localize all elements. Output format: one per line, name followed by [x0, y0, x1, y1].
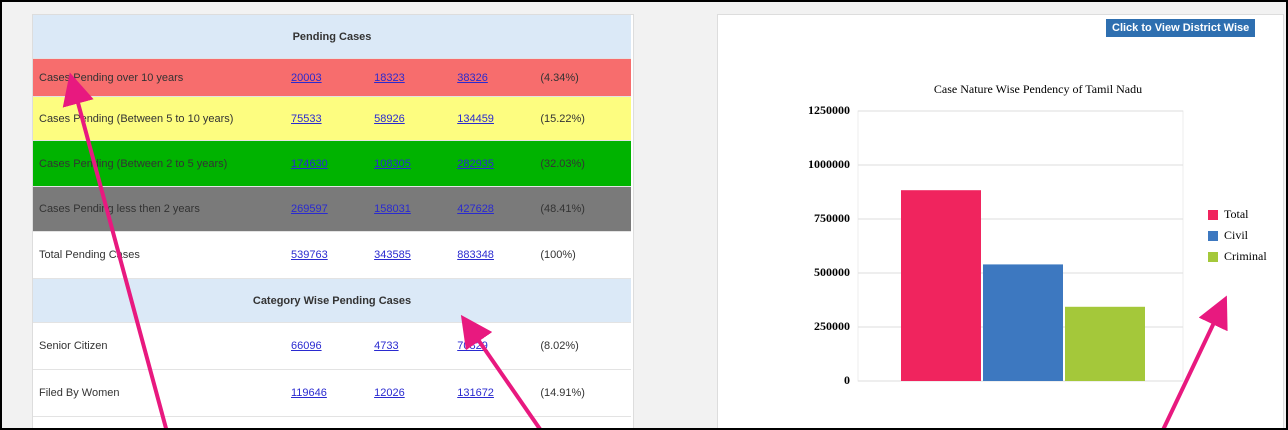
- district-button[interactable]: Click to View District Wise: [1106, 19, 1256, 37]
- count-link[interactable]: 20003: [291, 71, 322, 84]
- percent: (100%): [534, 231, 631, 279]
- row-label: Senior Citizen: [33, 322, 285, 370]
- percent: (4.34%): [534, 58, 631, 97]
- cell: 66096: [285, 322, 369, 370]
- count-link[interactable]: 38326: [457, 71, 488, 84]
- cell: 12026: [368, 369, 452, 417]
- count-link[interactable]: 343585: [374, 249, 411, 261]
- count-link[interactable]: 18323: [374, 71, 405, 84]
- legend-swatch: [1208, 252, 1218, 262]
- count-link[interactable]: 158031: [374, 203, 411, 215]
- cell: 75533: [285, 96, 369, 141]
- count-link[interactable]: 539763: [291, 249, 328, 261]
- cell: 58926: [368, 96, 452, 141]
- table-row: Total Pending Cases 539763 343585 883348 (10…: [33, 231, 631, 279]
- section-title: Pending Cases: [33, 15, 631, 59]
- cell: 269597: [285, 186, 369, 232]
- count-link[interactable]: 134459: [457, 112, 494, 125]
- count-link[interactable]: 4733: [374, 340, 399, 352]
- cell: 18323: [368, 58, 452, 97]
- percent: (8.02%): [534, 322, 631, 370]
- header-row: Pending Cases: [33, 15, 631, 59]
- count-link[interactable]: 108305: [374, 157, 411, 170]
- cell: 343585: [368, 231, 452, 279]
- count-link[interactable]: 883348: [457, 249, 494, 261]
- arrow: [1161, 295, 1228, 428]
- legend-label: Civil: [1224, 228, 1249, 242]
- chart: Case Nature Wise Pendency of Tamil Nadu …: [808, 82, 1267, 387]
- table-row: Cases Pending less then 2 years 269597 158…: [33, 186, 631, 232]
- cell: 174630: [285, 140, 369, 187]
- count-link[interactable]: 119646: [291, 387, 327, 399]
- count-link[interactable]: 269597: [291, 203, 328, 215]
- cell: 38326: [451, 58, 535, 97]
- count-link[interactable]: 66096: [291, 340, 322, 352]
- count-link[interactable]: 75533: [291, 112, 322, 125]
- table-row: Cases Pending (Between 2 to 5 years) 1746…: [33, 140, 631, 187]
- legend-label: Criminal: [1224, 249, 1267, 263]
- cell: 427628: [451, 186, 535, 232]
- count-link[interactable]: 58926: [374, 112, 405, 125]
- y-tick-label: 1250000: [808, 103, 850, 117]
- cell: 883348: [451, 231, 535, 279]
- cell: 108305: [368, 140, 452, 187]
- cell: 131672: [451, 369, 535, 417]
- bar: [901, 190, 981, 381]
- percent: (32.03%): [534, 140, 631, 187]
- cell: 158031: [368, 186, 452, 232]
- count-link[interactable]: 131672: [457, 387, 494, 399]
- legend-swatch: [1208, 231, 1218, 241]
- percent: (15.22%): [534, 96, 631, 141]
- bar: [1065, 306, 1145, 381]
- percent: (48.41%): [534, 186, 631, 232]
- count-link[interactable]: 174630: [291, 157, 328, 170]
- cell: 4733: [368, 322, 452, 370]
- y-tick-label: 750000: [814, 211, 850, 225]
- chart-panel: Case Nature Wise Pendency of Tamil Nadu …: [717, 14, 1284, 428]
- cell: 119646: [285, 369, 369, 417]
- row-label: Cases Pending less then 2 years: [33, 186, 285, 232]
- percent: (14.91%): [534, 369, 631, 417]
- y-tick-label: 0: [844, 373, 850, 387]
- count-link[interactable]: 427628: [457, 203, 494, 215]
- arrow: [62, 72, 168, 428]
- y-tick-label: 250000: [814, 319, 850, 333]
- chart-title: Case Nature Wise Pendency of Tamil Nadu: [934, 82, 1142, 96]
- row-label: Total Pending Cases: [33, 231, 285, 279]
- cell: 282935: [451, 140, 535, 187]
- bar: [983, 264, 1063, 381]
- count-link[interactable]: 282935: [457, 157, 494, 170]
- cell: 134459: [451, 96, 535, 141]
- y-tick-label: 1000000: [808, 157, 850, 171]
- row-label: Filed By Women: [33, 369, 285, 417]
- cell: 539763: [285, 231, 369, 279]
- legend-label: Total: [1224, 207, 1249, 221]
- legend-swatch: [1208, 210, 1218, 220]
- y-tick-label: 500000: [814, 265, 850, 279]
- row-label: Cases Pending (Between 2 to 5 years): [33, 140, 285, 187]
- count-link[interactable]: 12026: [374, 387, 405, 399]
- table-row: Filed By Women 119646 12026 131672 (14.91%): [33, 369, 631, 417]
- arrow: [460, 314, 542, 428]
- cell: 20003: [285, 58, 369, 97]
